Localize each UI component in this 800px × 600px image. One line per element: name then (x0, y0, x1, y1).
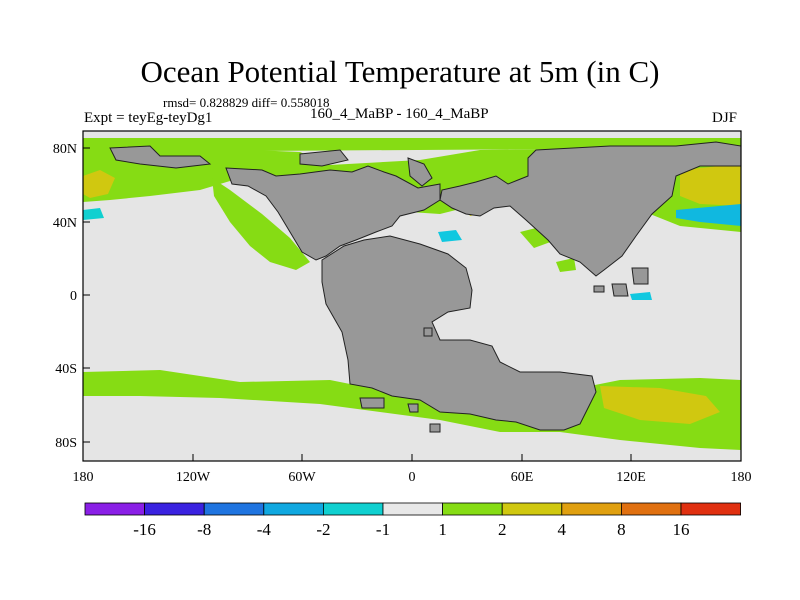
colorbar-label: 4 (558, 520, 567, 539)
y-axis-labels: 80N 40N 0 40S 80S (53, 142, 77, 451)
land-island-g (423, 327, 433, 337)
x-tick-label: 0 (409, 470, 416, 485)
x-tick-label: 180 (731, 470, 752, 485)
colorbar-swatch (203, 502, 265, 516)
colorbar-swatch (263, 502, 324, 516)
anomaly-cyan-pacific (630, 292, 652, 300)
experiment-label: Expt = teyEg-teyDg1 (84, 110, 213, 126)
colorbar-label: -2 (316, 520, 330, 539)
colorbar-swatch (561, 502, 622, 516)
colorbar-label: 1 (438, 520, 447, 539)
anomaly-cyan-east (676, 204, 741, 226)
x-tick-label: 60E (511, 470, 534, 485)
anomaly-green-pacific-tongue (212, 178, 310, 270)
anomaly-cyan-west (83, 208, 104, 220)
anomaly-green-indian (556, 258, 576, 272)
y-tick-label: 40S (55, 362, 77, 377)
x-tick-label: 60W (288, 470, 316, 485)
colorbar-swatch (322, 502, 384, 516)
land-island-f (429, 423, 441, 433)
y-tick-label: 0 (70, 289, 77, 304)
land-arctic-islands-west (109, 145, 212, 169)
colorbar-swatch (680, 502, 741, 516)
anomaly-yellow-southern (600, 386, 720, 424)
colorbar: -16 -8 -4 -2 -1 1 2 4 8 16 (84, 502, 741, 539)
anomaly-cyan-med (438, 230, 462, 242)
colorbar-label: -8 (197, 520, 211, 539)
colorbar-label: -16 (133, 520, 156, 539)
colorbar-swatch (144, 502, 205, 516)
comparison-label: 160_4_MaBP - 160_4_MaBP (310, 106, 489, 122)
season-label: DJF (712, 110, 738, 126)
colorbar-swatch (501, 502, 563, 516)
land-north-america (225, 165, 441, 261)
x-tick-label: 180 (73, 470, 94, 485)
x-tick-label: 120W (176, 470, 211, 485)
land-island-d (359, 397, 385, 409)
land-island-a (631, 267, 649, 285)
colorbar-label: -1 (376, 520, 390, 539)
colorbar-label: 16 (673, 520, 690, 539)
colorbar-label: -4 (257, 520, 272, 539)
y-tick-label: 80N (53, 142, 77, 157)
x-axis-labels: 180 120W 60W 0 60E 120E 180 (73, 470, 752, 485)
anomaly-yellow-eastpatch (680, 164, 741, 206)
colorbar-swatch (382, 502, 443, 516)
y-tick-label: 80S (55, 436, 77, 451)
land-south-america (321, 235, 597, 431)
colorbar-label: 2 (498, 520, 507, 539)
axis-ticks (82, 147, 742, 461)
x-tick-label: 120E (616, 470, 646, 485)
land-island-c (593, 285, 605, 293)
land-masses (109, 141, 742, 433)
stats-text: rmsd= 0.828829 diff= 0.558018 (163, 95, 330, 110)
land-eurasia (439, 141, 742, 277)
land-island-e (407, 403, 419, 413)
colorbar-label: 8 (617, 520, 626, 539)
colorbar-swatch (84, 502, 145, 516)
land-arctic-island-b (299, 149, 349, 167)
anomaly-yellow-westpatch (83, 170, 115, 198)
y-tick-label: 40N (53, 216, 77, 231)
plot-title: Ocean Potential Temperature at 5m (in C) (140, 54, 660, 89)
colorbar-swatch (621, 502, 682, 516)
land-island-b (611, 283, 629, 297)
land-greenland (407, 157, 433, 187)
colorbar-swatch (442, 502, 503, 516)
